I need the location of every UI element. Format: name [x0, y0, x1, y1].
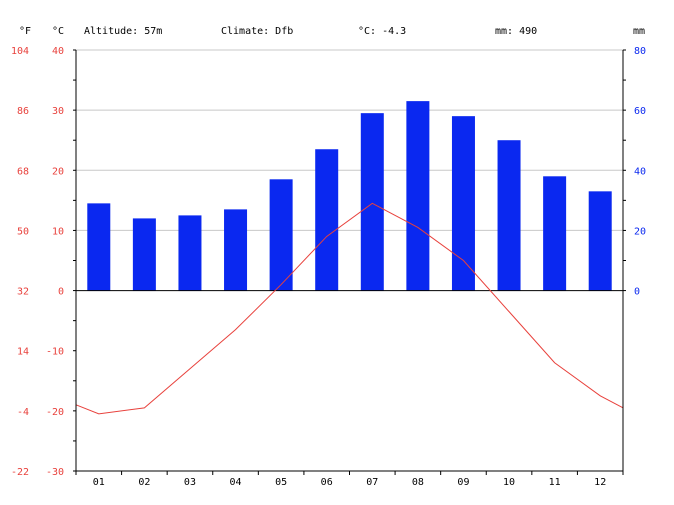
temperature-line — [75, 202, 624, 415]
month-tick-label: 12 — [594, 477, 606, 488]
mm-tick-label: 0 — [634, 287, 640, 298]
fahrenheit-tick-label: 14 — [17, 347, 29, 358]
fahrenheit-tick-label: 86 — [17, 106, 29, 117]
month-tick-label: 05 — [275, 477, 287, 488]
precipitation-bar — [224, 209, 248, 291]
month-tick-label: 02 — [138, 477, 150, 488]
precipitation-bar — [543, 176, 567, 291]
mm-tick-label: 20 — [634, 226, 646, 237]
altitude-label: Altitude: 57m — [84, 26, 162, 37]
month-tick-label: 06 — [321, 477, 333, 488]
gridlines — [76, 49, 623, 231]
fahrenheit-tick-label: 68 — [17, 166, 29, 177]
precipitation-bar — [588, 191, 612, 291]
precipitation-bar — [497, 140, 521, 291]
mm-tick-label: 40 — [634, 166, 646, 177]
celsius-tick-label: 20 — [52, 166, 64, 177]
month-tick-label: 04 — [230, 477, 242, 488]
fahrenheit-unit-label: °F — [19, 26, 31, 37]
month-tick-label: 11 — [549, 477, 561, 488]
header: °F °C Altitude: 57m Climate: Dfb °C: -4.… — [19, 26, 645, 37]
celsius-tick-label: 40 — [52, 46, 64, 57]
millimeter-unit-label: mm — [633, 26, 645, 37]
precipitation-bar — [132, 218, 156, 291]
month-tick-label: 01 — [93, 477, 105, 488]
mm-tick-label: 80 — [634, 46, 646, 57]
celsius-tick-label: -20 — [46, 407, 64, 418]
month-tick-label: 10 — [503, 477, 515, 488]
precipitation-bar — [178, 215, 202, 291]
temperature-line — [75, 202, 624, 415]
fahrenheit-tick-label: 104 — [11, 46, 29, 57]
celsius-tick-label: 10 — [52, 226, 64, 237]
precipitation-bar — [315, 149, 339, 291]
precipitation-total-label: mm: 490 — [495, 26, 537, 37]
precipitation-bar — [360, 113, 384, 291]
month-tick-label: 09 — [457, 477, 469, 488]
fahrenheit-tick-label: -4 — [17, 407, 29, 418]
fahrenheit-tick-label: -22 — [11, 467, 29, 478]
month-tick-label: 03 — [184, 477, 196, 488]
month-tick-label: 07 — [366, 477, 378, 488]
precipitation-bar — [269, 179, 293, 291]
celsius-tick-label: -10 — [46, 347, 64, 358]
avg-temperature-label: °C: -4.3 — [358, 26, 406, 37]
celsius-tick-label: 0 — [58, 287, 64, 298]
month-tick-label: 08 — [412, 477, 424, 488]
mm-tick-label: 60 — [634, 106, 646, 117]
climate-label: Climate: Dfb — [221, 26, 293, 37]
precipitation-bars — [87, 101, 612, 291]
celsius-tick-label: 30 — [52, 106, 64, 117]
precipitation-bar — [451, 116, 475, 291]
precipitation-bar — [87, 203, 111, 291]
celsius-tick-label: -30 — [46, 467, 64, 478]
celsius-unit-label: °C — [52, 26, 64, 37]
precipitation-bar — [406, 101, 430, 291]
fahrenheit-tick-label: 50 — [17, 226, 29, 237]
fahrenheit-tick-label: 32 — [17, 287, 29, 298]
tick-labels: -30-20-10010203040-22-414325068861040204… — [11, 46, 646, 488]
axes — [73, 49, 626, 475]
